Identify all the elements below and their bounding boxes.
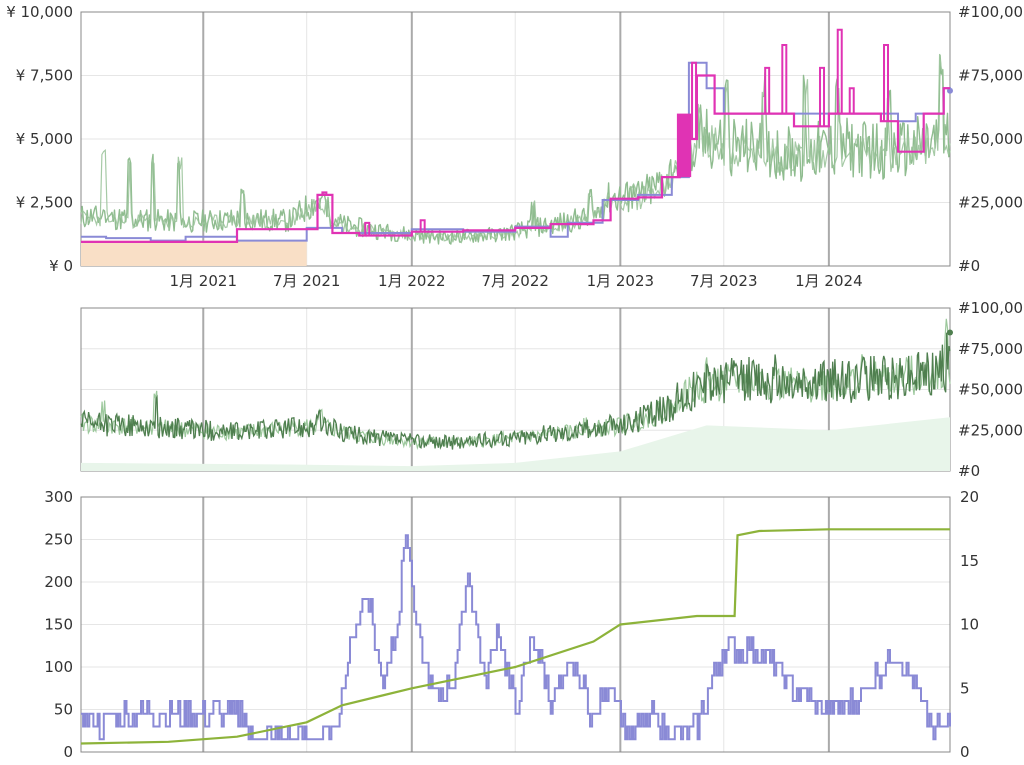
x-tick-label: 7月 2022 [481,272,549,290]
y-right-tick-label: #50,000 [958,381,1023,399]
y-left-tick-label: ¥ 2,500 [16,194,73,212]
magenta-spike [848,87,855,114]
mint-area-series [81,417,950,471]
price-chart: ¥ 0 ¥ 2,500 ¥ 5,000 ¥ 7,500 ¥ 10,000 #0 #25,00… [6,3,1024,290]
y-right-tick-label: #100,000 [958,3,1024,21]
y-left-tick-label: 0 [63,743,73,761]
x-tick-label: 7月 2021 [273,272,341,290]
y-right-tick-label: #75,000 [958,340,1023,358]
magenta-spike [364,221,371,236]
plot-frame [80,11,951,267]
y-right-tick-label: #75,000 [958,67,1023,85]
y-left-tick-label: ¥ 5,000 [16,130,73,148]
y-left-tick-label: 50 [54,701,73,719]
y-right-tick-label: #100,000 [958,299,1024,317]
y-left-tick-label: ¥ 10,000 [6,3,73,21]
magenta-spike [691,61,698,139]
magenta-spike [321,191,328,195]
y-right-tick-label: #25,000 [958,194,1023,212]
magenta-spike [883,44,890,122]
magenta-dense-block [676,113,692,178]
y-right-tick-label: 5 [960,679,970,697]
y-right-tick-label: 15 [960,552,979,570]
y-right-tick-label: 20 [960,488,979,506]
blue-count-series [81,534,951,741]
magenta-spike [419,219,426,232]
y-right-tick-label: #50,000 [958,130,1023,148]
magenta-spike [836,28,843,114]
x-tick-label: 1月 2024 [795,272,863,290]
x-tick-label: 1月 2021 [170,272,238,290]
y-right-tick-label: #25,000 [958,421,1023,439]
olive-cumulative-series [80,528,950,745]
offers-chart: 0 50 100 150 200 250 300 0 5 10 15 20 [44,488,979,761]
y-right-tick-label: 0 [960,743,970,761]
y-right-tick-label: #0 [958,462,980,480]
magenta-price-series [81,74,950,243]
y-right-tick-label: #0 [958,257,980,275]
magenta-spike [781,44,788,114]
rank-series-end-dot [947,329,953,336]
x-tick-label: 7月 2023 [690,272,758,290]
y-left-tick-label: 100 [44,658,73,676]
magenta-spike [819,66,826,127]
y-left-tick-label: ¥ 0 [49,257,73,275]
rank-chart: #0 #25,000 #50,000 #75,000 #100,000 [80,299,1024,480]
rank-series-dark [80,332,951,450]
y-left-tick-label: ¥ 7,500 [16,67,73,85]
x-tick-label: 1月 2023 [587,272,655,290]
plot-frame [80,496,951,753]
y-left-tick-label: 200 [44,573,73,591]
y-left-tick-label: 250 [44,531,73,549]
peach-area-series [81,240,307,266]
x-tick-label: 1月 2022 [378,272,446,290]
y-right-tick-label: 10 [960,616,979,634]
magenta-spike [764,66,771,114]
y-left-tick-label: 150 [44,616,73,634]
green-price-series-2 [80,53,951,244]
y-left-tick-label: 300 [44,488,73,506]
